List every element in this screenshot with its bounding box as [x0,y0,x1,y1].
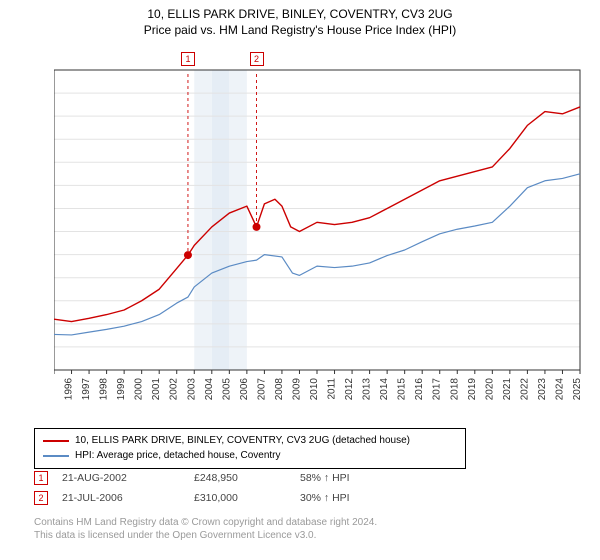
sale-marker-1: 1 [34,471,48,485]
svg-text:2012: 2012 [344,378,355,401]
legend-item-1: 10, ELLIS PARK DRIVE, BINLEY, COVENTRY, … [43,433,457,448]
chart-wrapper: 10, ELLIS PARK DRIVE, BINLEY, COVENTRY, … [0,0,600,560]
svg-text:2003: 2003 [186,378,197,401]
plot-marker-1: 1 [181,52,195,66]
legend-label-2: HPI: Average price, detached house, Cove… [75,450,281,461]
svg-text:2017: 2017 [432,378,443,401]
sale-row-1: 1 21-AUG-2002 £248,950 58% ↑ HPI [34,468,350,488]
sale-marker-2: 2 [34,491,48,505]
svg-text:2022: 2022 [519,378,530,401]
sale-date-1: 21-AUG-2002 [62,472,194,484]
legend-item-2: HPI: Average price, detached house, Cove… [43,448,457,463]
svg-text:2009: 2009 [291,378,302,401]
svg-text:2008: 2008 [274,378,285,401]
svg-text:2013: 2013 [362,378,373,401]
svg-text:2011: 2011 [327,378,338,400]
sale-delta-1: 58% ↑ HPI [300,472,350,484]
sale-row-2: 2 21-JUL-2006 £310,000 30% ↑ HPI [34,488,350,508]
plot-svg: £0£50K£100K£150K£200K£250K£300K£350K£400… [54,46,584,406]
chart-title: 10, ELLIS PARK DRIVE, BINLEY, COVENTRY, … [0,0,600,38]
svg-text:2001: 2001 [151,378,162,401]
svg-text:2016: 2016 [414,378,425,401]
svg-text:1998: 1998 [99,378,110,401]
footnote-line2: This data is licensed under the Open Gov… [34,529,377,542]
legend-swatch-1 [43,440,69,442]
svg-text:2019: 2019 [467,378,478,401]
svg-text:1997: 1997 [81,378,92,401]
svg-text:2023: 2023 [537,378,548,401]
sale-price-2: £310,000 [194,492,300,504]
svg-text:2005: 2005 [221,378,232,401]
legend-label-1: 10, ELLIS PARK DRIVE, BINLEY, COVENTRY, … [75,435,410,446]
svg-text:2018: 2018 [449,378,460,401]
svg-text:1999: 1999 [116,378,127,401]
svg-text:2007: 2007 [256,378,267,401]
svg-text:2014: 2014 [379,378,390,401]
title-line2: Price paid vs. HM Land Registry's House … [0,22,600,38]
sale-date-2: 21-JUL-2006 [62,492,194,504]
svg-text:2024: 2024 [554,378,565,401]
legend-swatch-2 [43,455,69,457]
svg-text:2004: 2004 [204,378,215,401]
svg-text:2020: 2020 [484,378,495,401]
title-line1: 10, ELLIS PARK DRIVE, BINLEY, COVENTRY, … [0,6,600,22]
legend: 10, ELLIS PARK DRIVE, BINLEY, COVENTRY, … [34,428,466,469]
svg-text:1995: 1995 [54,378,57,401]
svg-text:1996: 1996 [64,378,75,401]
footnote-line1: Contains HM Land Registry data © Crown c… [34,516,377,529]
svg-text:2021: 2021 [502,378,513,401]
sale-price-1: £248,950 [194,472,300,484]
sales-table: 1 21-AUG-2002 £248,950 58% ↑ HPI 2 21-JU… [34,468,350,508]
svg-text:2000: 2000 [134,378,145,401]
svg-text:2015: 2015 [397,378,408,401]
svg-text:2002: 2002 [169,378,180,401]
footnote: Contains HM Land Registry data © Crown c… [34,516,377,542]
plot-container: £0£50K£100K£150K£200K£250K£300K£350K£400… [54,46,584,406]
sale-delta-2: 30% ↑ HPI [300,492,350,504]
svg-text:2006: 2006 [239,378,250,401]
svg-text:2010: 2010 [309,378,320,401]
plot-marker-2: 2 [250,52,264,66]
svg-text:2025: 2025 [572,378,583,401]
